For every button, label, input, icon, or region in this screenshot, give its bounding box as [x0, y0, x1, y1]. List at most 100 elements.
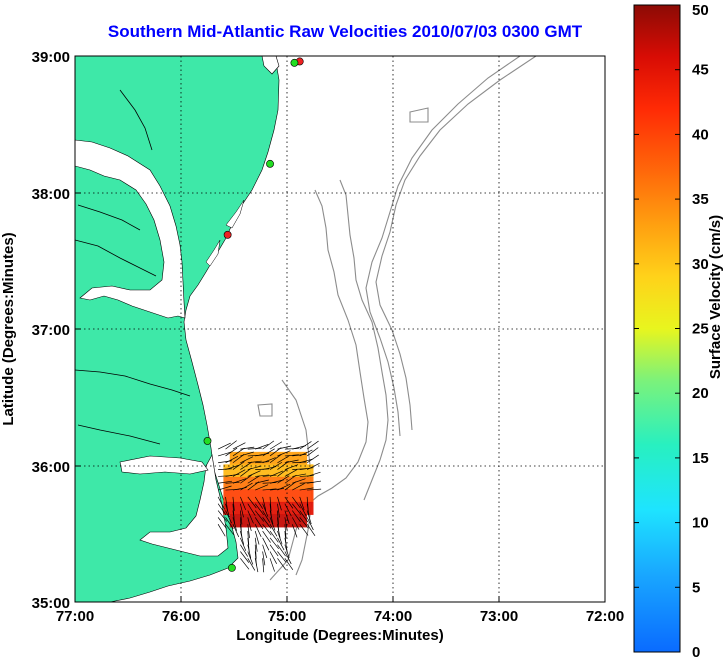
velocity-arrow — [262, 448, 275, 457]
y-axis-label: Latitude (Degrees:Minutes) — [0, 232, 17, 425]
velocity-arrow — [254, 544, 257, 559]
velocity-arrow — [262, 482, 277, 484]
chesapeake-bay — [75, 139, 186, 319]
velocity-arrow — [262, 496, 267, 511]
station-marker — [223, 230, 232, 239]
colorbar-tick-label: 20 — [692, 385, 709, 402]
velocity-arrow — [217, 524, 226, 537]
velocity-arrow — [217, 517, 227, 529]
velocity-arrow — [240, 456, 254, 464]
velocity-arrow — [232, 469, 246, 477]
velocity-arrow — [262, 517, 272, 529]
velocity-arrow — [247, 496, 257, 509]
velocity-arrow — [262, 537, 270, 551]
velocity-arrow — [225, 517, 234, 530]
velocity-arrow — [232, 496, 235, 511]
velocity-arrow — [217, 510, 228, 522]
grid-lines — [75, 56, 605, 602]
station-marker — [203, 437, 212, 445]
velocity-arrow — [269, 551, 277, 564]
delaware-bay — [261, 56, 280, 75]
bathymetry-contour — [365, 56, 521, 437]
velocity-arrow — [299, 523, 309, 536]
velocity-arrow — [306, 517, 314, 531]
velocity-arrow — [269, 517, 276, 531]
velocity-arrow — [262, 558, 265, 573]
velocity-arrow — [255, 474, 270, 477]
x-tick-label: 76:00 — [162, 608, 200, 625]
velocity-arrow — [218, 468, 233, 470]
velocity-arrow — [299, 449, 313, 457]
velocity-arrow — [262, 474, 277, 477]
albemarle-sound — [119, 455, 209, 475]
y-tick-label: 35:00 — [32, 595, 70, 612]
velocity-arrow — [269, 447, 282, 457]
velocity-arrow — [247, 551, 254, 565]
velocity-arrow — [254, 496, 263, 509]
velocity-arrow — [240, 503, 244, 518]
velocity-arrow — [299, 458, 314, 464]
velocity-arrow — [277, 467, 289, 477]
velocity-arrow — [284, 496, 294, 509]
velocity-arrow — [269, 537, 280, 550]
velocity-arrow — [269, 544, 279, 557]
colorbar-tick-label: 40 — [692, 126, 709, 143]
velocity-arrow — [255, 461, 270, 464]
river — [75, 369, 191, 397]
velocity-arrow — [292, 453, 307, 457]
velocity-arrow — [247, 517, 252, 532]
velocity-arrow — [217, 503, 227, 516]
velocity-arrow — [277, 524, 281, 539]
velocity-arrow — [284, 524, 287, 539]
velocity-arrow — [240, 558, 250, 570]
velocity-arrow — [247, 510, 254, 524]
colorbar-tick-label: 15 — [692, 450, 709, 467]
colorbar — [633, 4, 681, 653]
velocity-arrow — [255, 443, 269, 450]
velocity-arrow — [254, 510, 265, 522]
x-tick-label: 74:00 — [374, 608, 412, 625]
velocity-arrow — [284, 537, 288, 552]
velocity-arrow — [240, 510, 243, 525]
velocity-arrow — [269, 454, 282, 464]
velocity-arrow — [254, 530, 260, 545]
velocity-arrow — [247, 524, 250, 539]
velocity-arrow — [284, 474, 297, 484]
velocity-arrow — [225, 464, 239, 470]
velocity-arrow — [306, 440, 319, 450]
velocity-arrow — [218, 480, 232, 484]
velocity-arrow — [299, 510, 309, 523]
velocity-arrow — [240, 474, 252, 484]
velocity-arrow — [232, 478, 247, 484]
velocity-arrow — [269, 510, 274, 525]
colorbar-tick-label: 10 — [692, 515, 709, 532]
velocity-arrow — [225, 447, 238, 457]
velocity-arrow — [247, 481, 260, 491]
bathymetry-contour — [339, 179, 389, 501]
velocity-arrow — [255, 484, 269, 491]
river — [77, 204, 141, 231]
delmarva-inlet — [205, 239, 221, 267]
velocity-arrow — [269, 470, 284, 477]
velocity-arrow — [277, 558, 287, 570]
velocity-arrow — [277, 537, 285, 551]
river — [75, 239, 157, 277]
velocity-arrow — [306, 510, 312, 525]
velocity-arrow — [277, 496, 282, 511]
velocity-arrow — [262, 551, 266, 566]
velocity-cell — [223, 464, 314, 478]
delmarva-inlet — [225, 199, 245, 229]
velocity-arrow — [299, 487, 314, 491]
velocity-arrow — [247, 503, 256, 516]
velocity-arrow — [306, 462, 320, 470]
velocity-arrow — [240, 446, 255, 450]
station-marker — [290, 58, 299, 67]
colorbar-tick-label: 35 — [692, 191, 709, 208]
velocity-arrow — [225, 523, 235, 536]
velocity-arrow — [292, 461, 307, 464]
colorbar-tick-label: 45 — [692, 62, 709, 79]
velocity-arrow — [307, 480, 322, 484]
velocity-arrow — [217, 442, 231, 450]
